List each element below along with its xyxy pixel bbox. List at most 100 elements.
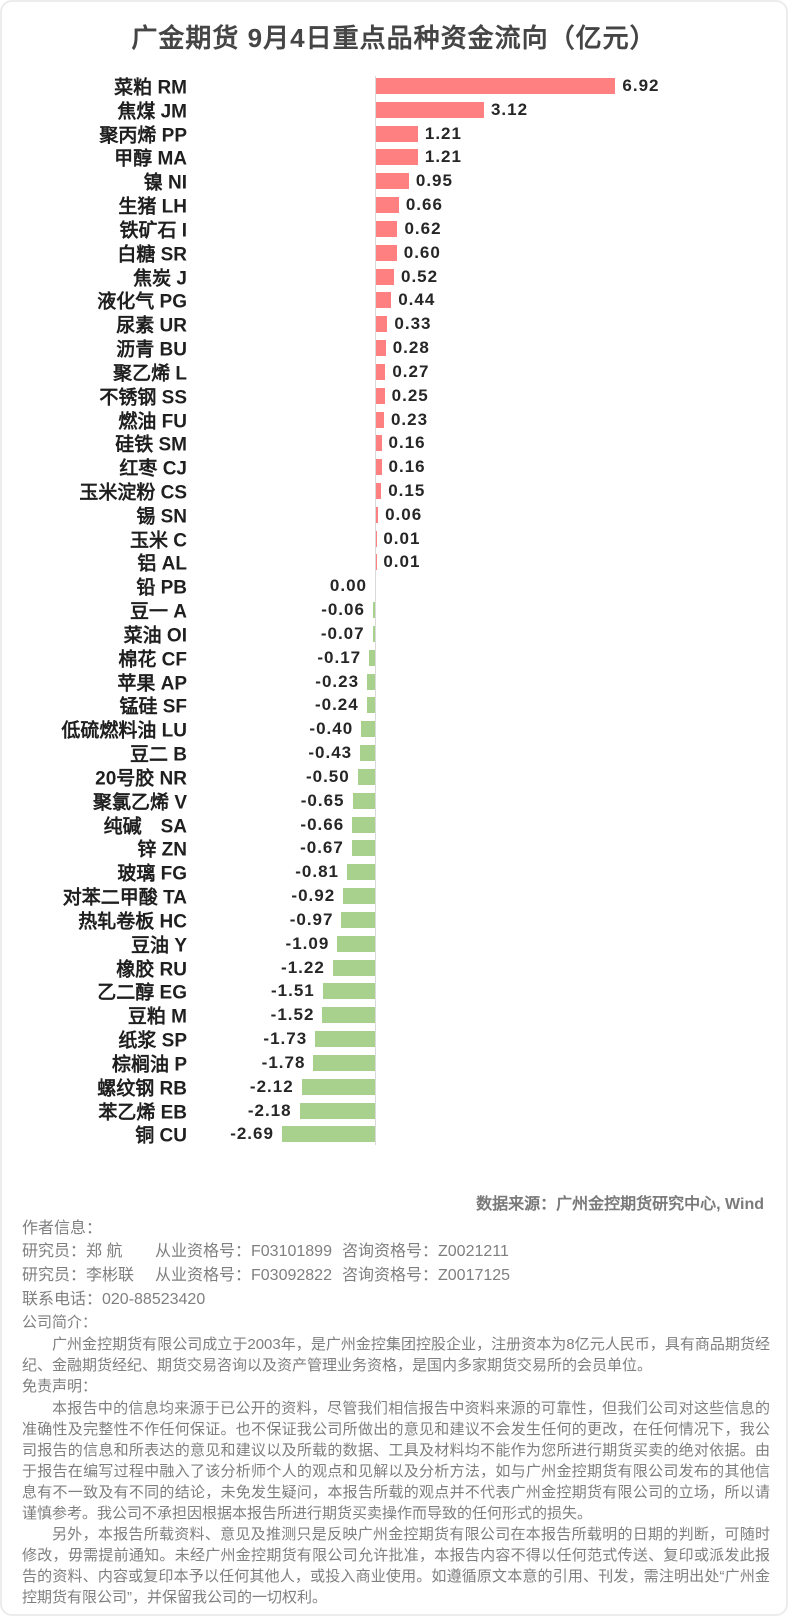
chart-row: 20号胶 NR -0.50 [2,765,786,790]
value-label: -0.67 [300,838,344,858]
category-label: 菜粕 RM [114,77,187,99]
value-label: 0.25 [391,385,429,405]
value-label: -0.97 [289,909,334,929]
category-label: 苯乙烯 EB [98,1102,187,1124]
negative-bar [301,1078,375,1095]
chart-row: 苯乙烯 EB -2.18 [2,1099,786,1124]
category-label: 豆油 Y [131,935,187,957]
value-label: -1.51 [271,981,315,1001]
chart-row: 液化气 PG 0.44 [2,288,786,313]
value-label: 0.52 [400,266,439,286]
researcher-rows: 研究员：郑 航从业资格号：F03101899 咨询资格号：Z0021211 研究员：… [22,1240,770,1288]
value-label: 1.21 [424,147,462,167]
positive-bar [376,316,388,333]
negative-bar [352,816,375,833]
chart-row: 豆粕 M -1.52 [2,1003,786,1028]
value-label: 0.15 [388,480,426,500]
category-label: 豆粕 M [127,1006,187,1028]
category-label: 甲醇 MA [114,148,187,170]
value-label: -1.09 [285,933,330,953]
category-label: 螺纹钢 RB [97,1078,187,1100]
chart-row: 豆二 B -0.43 [2,741,786,766]
value-label: 0.27 [392,361,430,381]
chart-row: 对苯二甲酸 TA -0.92 [2,884,786,909]
category-label: 聚氯乙烯 V [93,792,187,814]
category-label: 锰硅 SF [119,696,187,718]
chart-row: 聚乙烯 L 0.27 [2,360,786,385]
chart-row: 螺纹钢 RB -2.12 [2,1075,786,1100]
category-label: 白糖 SR [117,244,187,266]
chart-row: 纸浆 SP -1.73 [2,1027,786,1052]
positive-bar [376,173,409,190]
negative-bar [372,602,375,619]
negative-bar [366,697,375,714]
researcher-line: 研究员：郑 航 从业资格号：F03101899 咨询资格号：Z0021211 [22,1240,770,1264]
chart-row: 焦炭 J 0.52 [2,265,786,290]
chart-row: 玉米 C 0.01 [2,527,786,552]
value-label: -0.17 [317,647,362,667]
value-label: 0.60 [403,242,441,262]
data-source-note: 数据来源：广州金控期货研究中心, Wind [476,1196,764,1213]
category-label: 焦炭 J [133,268,187,290]
value-label: 0.01 [383,528,421,548]
chart-title: 广金期货 9月4日重点品种资金流向（亿元） [131,23,657,53]
chart-row: 豆油 Y -1.09 [2,932,786,957]
positive-bar [376,220,398,237]
researcher-license: 从业资格号：F03101899 [155,1243,332,1260]
negative-bar [361,721,375,738]
negative-bar [281,1126,375,1143]
disclaimer-paragraph: 本报告中的信息均来源于已公开的资料，尽管我们相信报告中资料来源的可靠性，但我们公… [22,1400,770,1522]
researcher-name: 研究员：郑 航 [22,1243,123,1260]
value-label: 0.06 [385,504,423,524]
report-footer: 数据来源：广州金控期货研究中心, Wind 作者信息： 研究员：郑 航从业资格号… [22,1194,770,1608]
negative-bar [322,1007,375,1024]
disclaimer-heading: 免责声明： [22,1378,98,1395]
chart-rows: 菜粕 RM 6.92 焦煤 JM 3.12 聚丙烯 PP 1.21 甲醇 MA 1.21 镍 N… [2,74,786,1147]
negative-bar [367,673,375,690]
value-label: -2.18 [247,1100,292,1120]
negative-bar [343,888,375,905]
value-label: 0.00 [329,576,367,596]
value-label: 0.44 [398,290,436,310]
category-label: 棉花 CF [118,649,187,671]
value-label: -0.65 [300,790,345,810]
category-label: 锡 SN [136,506,187,528]
category-label: 红枣 CJ [119,458,187,480]
category-label: 豆二 B [129,744,187,766]
chart-row: 低硫燃料油 LU -0.40 [2,717,786,742]
company-heading: 公司简介： [22,1314,98,1331]
negative-bar [299,1102,375,1119]
positive-bar [376,292,392,309]
category-label: 锌 ZN [137,839,187,861]
value-label: -0.92 [291,886,336,906]
positive-bar [376,340,386,357]
chart-row: 棕榈油 P -1.78 [2,1051,786,1075]
category-label: 玻璃 FG [117,863,187,885]
fund-flow-bar-chart: 菜粕 RM 6.92 焦煤 JM 3.12 聚丙烯 PP 1.21 甲醇 MA 1.21 镍 N… [2,74,786,1147]
value-label: -0.81 [295,862,339,882]
category-label: 镍 NI [143,172,187,194]
positive-bar [376,125,418,142]
value-label: 1.21 [424,123,462,143]
chart-row: 聚氯乙烯 V -0.65 [2,789,786,814]
value-label: -0.24 [314,695,359,715]
category-label: 不锈钢 SS [99,387,187,409]
positive-bar [376,197,399,214]
negative-bar [337,935,375,952]
category-label: 纯碱 SA [103,816,187,838]
category-label: 20号胶 NR [95,768,187,790]
positive-bar [376,387,385,404]
positive-bar [376,244,397,261]
chart-row: 铝 AL 0.01 [2,551,786,575]
zero-axis-line [375,76,376,1145]
value-label: 6.92 [622,75,660,95]
value-label: -0.06 [321,600,365,620]
chart-row: 锰硅 SF -0.24 [2,694,786,718]
value-label: -1.52 [270,1005,315,1025]
chart-row: 沥青 BU 0.28 [2,336,786,361]
category-label: 苹果 AP [117,673,187,695]
positive-bar [376,363,386,380]
negative-bar [315,1031,375,1048]
researcher-line: 研究员：李彬联 从业资格号：F03092822 咨询资格号：Z0017125 [22,1264,770,1288]
